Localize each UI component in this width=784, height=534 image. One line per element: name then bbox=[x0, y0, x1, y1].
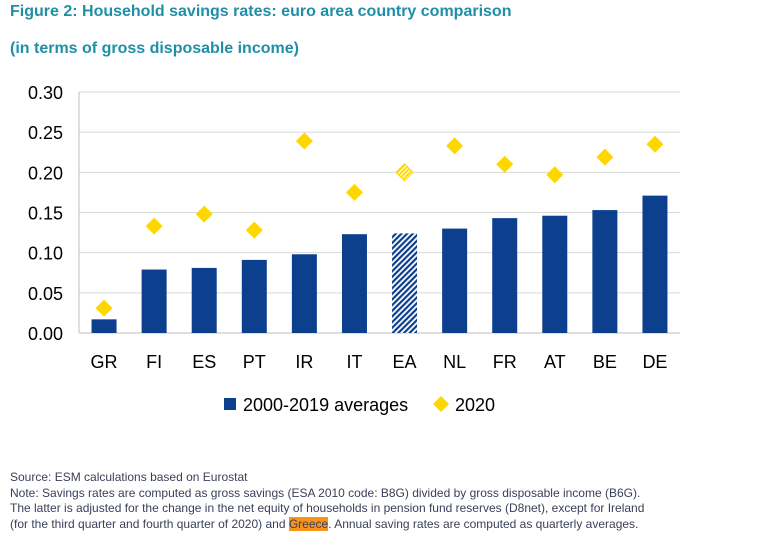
source-note: Source: ESM calculations based on Eurost… bbox=[10, 470, 248, 484]
x-tick-label: NL bbox=[443, 352, 466, 372]
marker-at bbox=[546, 166, 564, 184]
marker-fr bbox=[496, 155, 514, 173]
y-tick-label: 0.30 bbox=[28, 83, 63, 103]
bar-nl bbox=[442, 228, 468, 333]
bar-es bbox=[191, 267, 217, 333]
note-line-3-end: . Annual saving rates are computed as qu… bbox=[328, 516, 639, 531]
x-tick-label: DE bbox=[642, 352, 667, 372]
legend-bar-swatch bbox=[224, 398, 236, 410]
x-tick-label: BE bbox=[593, 352, 617, 372]
x-tick-label: IR bbox=[295, 352, 313, 372]
chart-subtitle: (in terms of gross disposable income) bbox=[10, 40, 299, 57]
bar-ir bbox=[291, 254, 317, 333]
x-tick-label: AT bbox=[544, 352, 566, 372]
chart-title: Figure 2: Household savings rates: euro … bbox=[10, 3, 512, 20]
y-tick-label: 0.20 bbox=[28, 163, 63, 183]
bar-at bbox=[542, 215, 568, 333]
chart-notes: Source: ESM calculations based on Eurost… bbox=[10, 470, 780, 532]
bar-be bbox=[592, 210, 618, 333]
bar-gr bbox=[91, 319, 117, 333]
x-tick-label: IT bbox=[346, 352, 362, 372]
marker-fi bbox=[145, 217, 163, 235]
marker-gr bbox=[95, 299, 113, 317]
x-tick-label: ES bbox=[192, 352, 216, 372]
marker-pt bbox=[245, 221, 263, 239]
marker-ea bbox=[395, 163, 414, 182]
marker-it bbox=[345, 183, 363, 201]
marker-be bbox=[596, 148, 614, 166]
y-tick-label: 0.05 bbox=[28, 284, 63, 304]
bar-pt bbox=[241, 259, 267, 333]
note-line-1: Note: Savings rates are computed as gros… bbox=[10, 485, 641, 500]
legend-bar-label: 2000-2019 averages bbox=[243, 395, 408, 415]
chart-plot: 0.00 0.05 0.10 0.15 0.20 0.25 0.30 GR FI ES PT IR I… bbox=[28, 83, 680, 415]
y-tick-label: 0.25 bbox=[28, 123, 63, 143]
bar-fr bbox=[492, 218, 518, 333]
x-tick-label: FI bbox=[146, 352, 162, 372]
x-tick-label: EA bbox=[393, 352, 417, 372]
note-line-2: The latter is adjusted for the change in… bbox=[10, 501, 645, 515]
y-tick-label: 0.10 bbox=[28, 244, 63, 264]
bar-fi bbox=[141, 269, 167, 333]
bar-de bbox=[642, 195, 668, 333]
marker-es bbox=[195, 205, 213, 223]
note-line-3-start: (for the third quarter and fourth quarte… bbox=[10, 516, 289, 531]
x-tick-label: FR bbox=[493, 352, 517, 372]
y-tick-label: 0.15 bbox=[28, 204, 63, 224]
y-tick-label: 0.00 bbox=[28, 324, 63, 344]
highlighted-word: Greece bbox=[288, 516, 329, 531]
marker-nl bbox=[446, 137, 464, 155]
bar-it bbox=[341, 234, 367, 333]
legend-diamond-label: 2020 bbox=[455, 395, 495, 415]
x-tick-label: PT bbox=[243, 352, 266, 372]
note-line-3: (for the third quarter and fourth quarte… bbox=[10, 516, 780, 533]
bar-ea bbox=[392, 233, 418, 333]
marker-ir bbox=[295, 132, 313, 150]
legend-diamond-swatch bbox=[433, 396, 449, 412]
marker-de bbox=[646, 135, 664, 153]
x-tick-label: GR bbox=[91, 352, 118, 372]
